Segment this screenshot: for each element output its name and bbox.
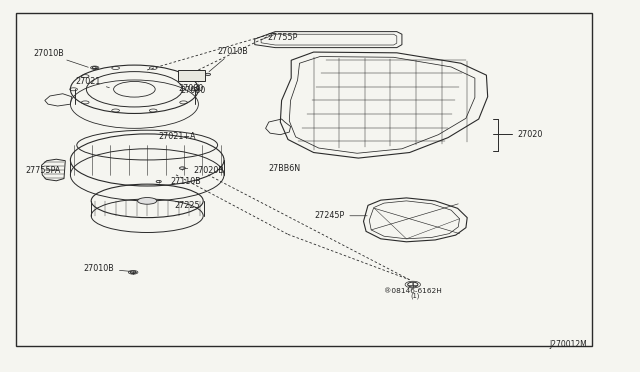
Text: 27BB6N: 27BB6N [269,164,301,173]
Ellipse shape [138,198,157,204]
Text: 27245P: 27245P [314,211,367,220]
Bar [16,13,592,346]
Text: 27020B: 27020B [183,166,224,175]
Text: ®08146-6162H: ®08146-6162H [384,283,442,294]
Text: 27225: 27225 [174,201,200,210]
Text: (1): (1) [410,292,419,299]
Text: 27755P: 27755P [268,33,298,42]
Text: 27010B: 27010B [33,49,88,67]
Text: 27010B: 27010B [209,47,248,72]
Text: 27020: 27020 [517,130,543,139]
Text: 27755PA: 27755PA [26,166,61,174]
Text: 27021+A: 27021+A [159,132,196,141]
Text: J270012M: J270012M [550,340,588,349]
Text: 27080: 27080 [178,84,203,93]
Bar [178,70,205,81]
Text: 27110B: 27110B [170,177,201,186]
Text: 27080: 27080 [180,86,205,95]
Text: 27010B: 27010B [83,264,131,273]
Ellipse shape [205,73,211,76]
Text: 27021: 27021 [76,77,109,88]
Ellipse shape [179,167,186,169]
